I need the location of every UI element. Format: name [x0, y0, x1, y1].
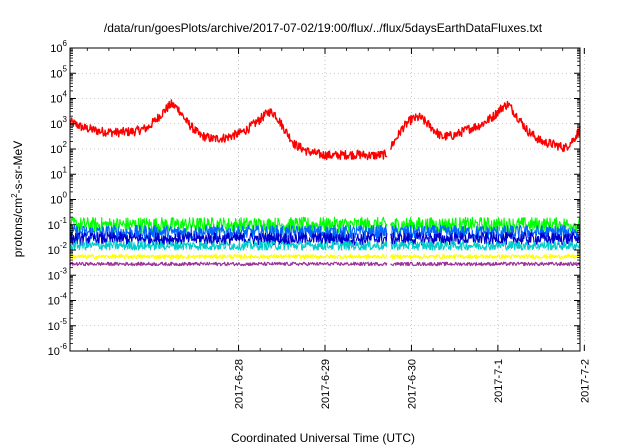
x-tick-marks [86, 48, 585, 351]
y-tick-labels: 10-6 10-5 10-4 10-3 10-2 10-1 100 101 102 103 104 1… [48, 39, 68, 358]
series-line-1 [69, 99, 388, 161]
y-tick-label: 10-1 [48, 216, 68, 232]
series-line-4 [390, 231, 581, 246]
x-tick-labels: 2017-6-28 2017-6-29 2017-6-30 2017-7-1 2017-… [234, 359, 592, 409]
y-tick-label: 10-3 [48, 266, 68, 282]
x-axis-label: Coordinated Universal Time (UTC) [231, 431, 415, 445]
grid-lines [70, 48, 585, 351]
series-line-6 [390, 253, 581, 260]
y-tick-label: 100 [50, 191, 67, 207]
y-tick-label: 102 [50, 140, 67, 156]
x-tick-label: 2017-6-30 [406, 359, 418, 409]
plot-frame [69, 47, 581, 352]
x-tick-label: 2017-6-28 [234, 359, 246, 409]
series-line-5 [69, 240, 388, 251]
y-tick-label: 10-6 [48, 342, 68, 358]
y-tick-label: 104 [50, 90, 67, 106]
series-line-4 [69, 231, 388, 246]
series-line-3 [69, 224, 388, 240]
y-tick-label: 10-2 [48, 241, 68, 257]
x-tick-label: 2017-6-29 [320, 359, 332, 409]
y-tick-label: 10-5 [48, 317, 68, 333]
series-line-6 [69, 253, 388, 260]
series-line-1 [390, 100, 581, 153]
series-line-7 [69, 261, 388, 267]
series-layer [69, 99, 581, 267]
y-tick-label: 106 [50, 39, 67, 55]
y-tick-label: 10-4 [48, 292, 68, 308]
y-tick-label: 105 [50, 64, 67, 80]
chart-title: /data/run/goesPlots/archive/2017-07-02/1… [104, 21, 543, 35]
y-tick-label: 101 [50, 165, 67, 181]
x-tick-label: 2017-7-2 [579, 359, 591, 403]
y-tick-label: 103 [50, 115, 67, 131]
series-line-7 [390, 261, 581, 267]
y-axis-label: protons/cm2-s-sr-MeV [10, 141, 25, 257]
series-line-5 [390, 240, 581, 251]
x-tick-label: 2017-7-1 [493, 359, 505, 403]
